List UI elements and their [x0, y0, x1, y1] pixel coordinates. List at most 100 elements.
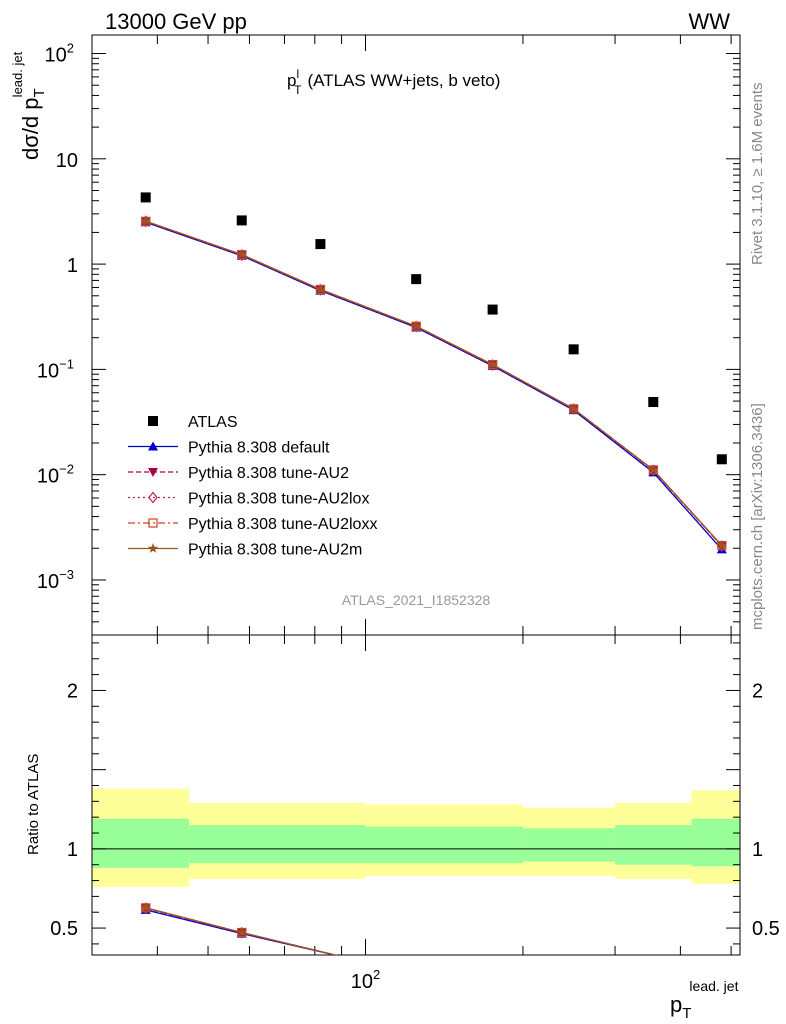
chart-title: pl T (ATLAS WW+jets, b veto)	[287, 67, 500, 97]
ratio-band-inner	[365, 826, 523, 864]
data-point	[716, 539, 727, 550]
legend-item: Pythia 8.308 tune-AU2lox	[128, 491, 369, 508]
main-series	[140, 192, 727, 554]
main-y-tick-label-base: 10	[37, 360, 59, 382]
ratio-y-tick-label-right: 1	[752, 839, 763, 861]
legend-item: Pythia 8.308 tune-AU2	[128, 465, 349, 482]
series-pythia-8-308-tune-au2m	[140, 215, 727, 550]
legend-item: Pythia 8.308 tune-AU2loxx	[128, 516, 377, 533]
main-y-tick-label: 10−3	[37, 567, 74, 593]
main-y-tick-label-base: 10	[45, 45, 67, 67]
data-point	[236, 215, 247, 226]
chart-title-rest: (ATLAS WW+jets, b veto)	[307, 71, 500, 90]
data-point	[140, 215, 151, 226]
series-line	[145, 220, 723, 546]
main-y-tick-label-exp: −1	[59, 356, 74, 371]
legend-marker	[148, 491, 158, 504]
main-y-tick-label-base: 10	[37, 466, 59, 488]
data-point	[487, 304, 498, 315]
ratio-xlabel: pTlead. jet	[670, 978, 739, 1022]
legend-label: Pythia 8.308 default	[188, 440, 330, 457]
data-point	[315, 239, 326, 250]
legend-marker	[148, 468, 158, 477]
main-ylabel-main: dσ/d p	[18, 97, 43, 160]
ratio-y-tick-label: 1	[67, 839, 78, 861]
main-ylabel: dσ/d pTlead. jet	[10, 51, 48, 160]
ratio-xlabel-main: p	[670, 992, 682, 1017]
ratio-xlabel-sub: T	[682, 1005, 691, 1022]
ratio-y-tick-label: 0.5	[50, 918, 78, 940]
ratio-series-pythia-8-308-tune-au2m	[140, 902, 338, 955]
ratio-xlabel-sup: lead. jet	[689, 978, 738, 994]
main-y-tick-label: 1	[67, 255, 78, 277]
ratio-band-inner	[189, 825, 366, 864]
ratio-y-tick-label-right: 2	[752, 680, 763, 702]
data-point	[568, 344, 579, 355]
chart-title-sup: l	[296, 67, 299, 81]
series-line	[145, 221, 723, 550]
main-y-tick-label: 10−1	[37, 356, 74, 382]
main-y-tick-label: 10−2	[37, 462, 74, 488]
data-point	[568, 403, 579, 414]
chart-title-main: p	[287, 71, 296, 90]
ratio-series	[140, 902, 338, 955]
main-ylabel-sub: T	[31, 88, 48, 97]
data-point	[315, 283, 326, 294]
legend-item: Pythia 8.308 tune-AU2m	[128, 542, 362, 559]
data-point	[236, 249, 247, 260]
legend-marker	[147, 543, 159, 553]
legend-item: Pythia 8.308 default	[128, 440, 330, 457]
main-y-tick-label-base: 10	[56, 150, 78, 172]
ratio-bands	[92, 788, 740, 887]
ratio-y-tick-label: 2	[67, 680, 78, 702]
data-point	[140, 192, 151, 203]
header-left: 13000 GeV pp	[105, 9, 247, 34]
chart-title-sub: T	[294, 83, 302, 97]
main-y-tick-label-base: 1	[67, 255, 78, 277]
legend-item: ATLAS	[148, 414, 238, 431]
main-y-tick-label-exp: 2	[67, 41, 74, 56]
main-y-tick-label-base: 10	[37, 571, 59, 593]
main-y-tick-label-exp: −3	[59, 567, 74, 582]
legend-label: Pythia 8.308 tune-AU2m	[188, 542, 362, 559]
main-y-tick-label-exp: −2	[59, 462, 74, 477]
ratio-ylabel: Ratio to ATLAS	[25, 754, 42, 855]
legend: ATLAS Pythia 8.308 default Pythia 8.308 tu…	[128, 414, 377, 559]
x-tick-label: 102	[351, 967, 380, 993]
legend-marker	[148, 518, 158, 528]
ratio-point	[140, 902, 151, 913]
ratio-point	[236, 927, 247, 937]
x-tick-label-base: 10	[351, 971, 373, 993]
legend-label: Pythia 8.308 tune-AU2loxx	[188, 516, 377, 533]
ratio-band-inner	[92, 818, 190, 868]
side-label-mcplots: mcplots.cern.ch [arXiv:1306.3436]	[749, 403, 766, 630]
side-label-rivet: Rivet 3.1.10, ≥ 1.6M events	[749, 83, 766, 266]
legend-label: ATLAS	[188, 414, 238, 431]
main-y-tick-label: 102	[45, 41, 74, 67]
ratio-frame	[91, 634, 741, 956]
data-point	[487, 359, 498, 370]
legend-label: Pythia 8.308 tune-AU2	[188, 465, 349, 482]
series-atlas	[140, 192, 727, 465]
data-point	[648, 464, 659, 475]
data-point	[411, 320, 422, 331]
legend-marker	[148, 441, 158, 451]
main-ylabel-sup: lead. jet	[10, 51, 25, 97]
data-point	[716, 454, 727, 465]
x-tick-label-exp: 2	[373, 967, 380, 982]
legend-marker	[148, 416, 158, 426]
ratio-band-inner	[615, 825, 692, 865]
data-point	[411, 274, 422, 285]
ratio-y-tick-label-right: 0.5	[752, 918, 780, 940]
analysis-id: ATLAS_2021_I1852328	[342, 592, 491, 608]
ratio-band-inner	[522, 828, 616, 862]
main-y-tick-label: 10	[56, 150, 78, 172]
header-right: WW	[688, 9, 730, 34]
ratio-band-inner	[691, 818, 740, 867]
legend-label: Pythia 8.308 tune-AU2lox	[188, 491, 369, 508]
